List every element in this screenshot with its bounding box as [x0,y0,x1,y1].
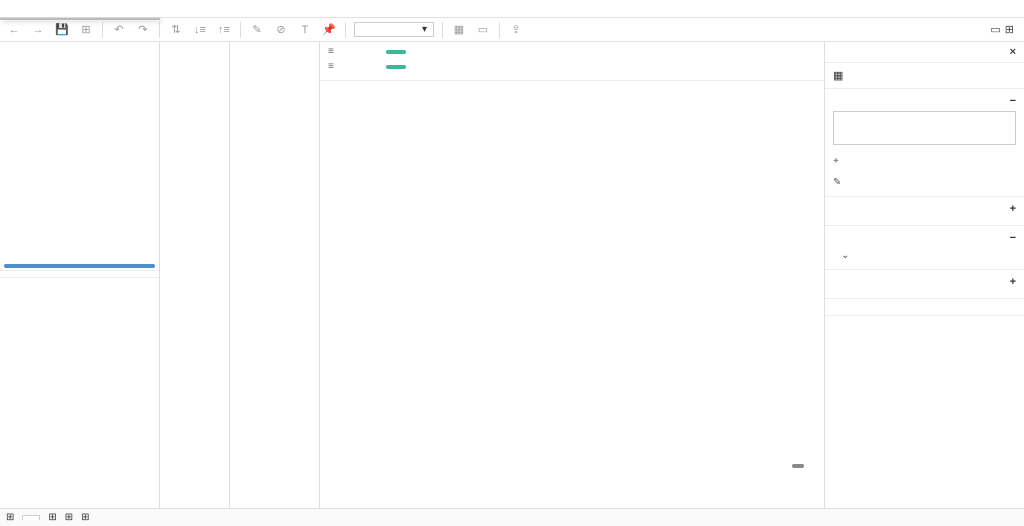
show-me-button[interactable]: ▭ ⊞ [990,23,1018,36]
show-cards-icon[interactable]: ▦ [451,22,467,38]
highlight-icon[interactable]: ✎ [249,22,265,38]
marks-card [160,42,230,508]
group-icon[interactable]: ⊘ [273,22,289,38]
new-dashboard-icon[interactable]: ⊞ [65,512,73,523]
datasource-item[interactable]: ⌄ [833,248,1016,263]
back-icon[interactable]: ← [6,22,22,38]
data-guide-panel: × ▦ − + ✎ + − ⌄ + [824,42,1024,508]
chevron-down-icon: ⌄ [841,250,849,261]
share-icon[interactable]: ⇪ [508,22,524,38]
pin-icon[interactable]: 📌 [321,22,337,38]
menubar [0,0,1024,18]
new-data-icon[interactable]: ⊞ [78,22,94,38]
columns-pill[interactable] [386,50,406,54]
presentation-icon: ▭ [990,23,1000,36]
add-link-button[interactable]: + [833,154,1016,169]
color-legend [230,42,320,508]
rows-shelf[interactable]: ≡ [328,61,816,72]
undo-icon[interactable]: ↶ [111,22,127,38]
swap-icon[interactable]: ⇅ [168,22,184,38]
data-guide-header: × [825,42,1024,63]
data-source-tab[interactable]: ⊞ [6,512,14,523]
data-pane [0,42,160,508]
redo-icon[interactable]: ↷ [135,22,151,38]
sheet-tab[interactable] [22,515,40,520]
sort-desc-icon[interactable]: ↑≡ [216,22,232,38]
presentation-icon[interactable]: ▭ [475,22,491,38]
fit-selector[interactable]: ▾ [354,22,434,37]
file-menu-dropdown [0,18,160,20]
toolbar: ← → 💾 ⊞ ↶ ↷ ⇅ ↓≡ ↑≡ ✎ ⊘ T 📌 ▾ ▦ ▭ ⇪ ▭ ⊞ [0,18,1024,42]
new-story-icon[interactable]: ⊞ [81,512,89,523]
plus-icon: + [833,156,839,167]
viz-description-input[interactable] [833,111,1016,145]
close-icon[interactable]: × [1010,46,1016,58]
sheet-tabs-bar: ⊞ ⊞ ⊞ ⊞ [0,508,1024,526]
edit-alt-text-button[interactable]: ✎ [833,175,1016,190]
sheet-link[interactable]: ▦ [825,63,1024,89]
columns-shelf[interactable]: ≡ [328,46,816,57]
forward-icon[interactable]: → [30,22,46,38]
worksheet-area: ≡ ≡ [320,42,824,508]
label-icon[interactable]: T [297,22,313,38]
save-icon[interactable]: 💾 [54,22,70,38]
new-worksheet-icon[interactable]: ⊞ [48,512,56,523]
sort-asc-icon[interactable]: ↓≡ [192,22,208,38]
nulls-indicator[interactable] [792,464,804,468]
pencil-icon: ✎ [833,177,841,188]
dimension-pill[interactable] [4,264,155,268]
chart-canvas[interactable] [320,93,824,508]
measures-header [0,270,159,278]
sheet-title[interactable] [320,81,824,93]
rows-pill[interactable] [386,65,406,69]
